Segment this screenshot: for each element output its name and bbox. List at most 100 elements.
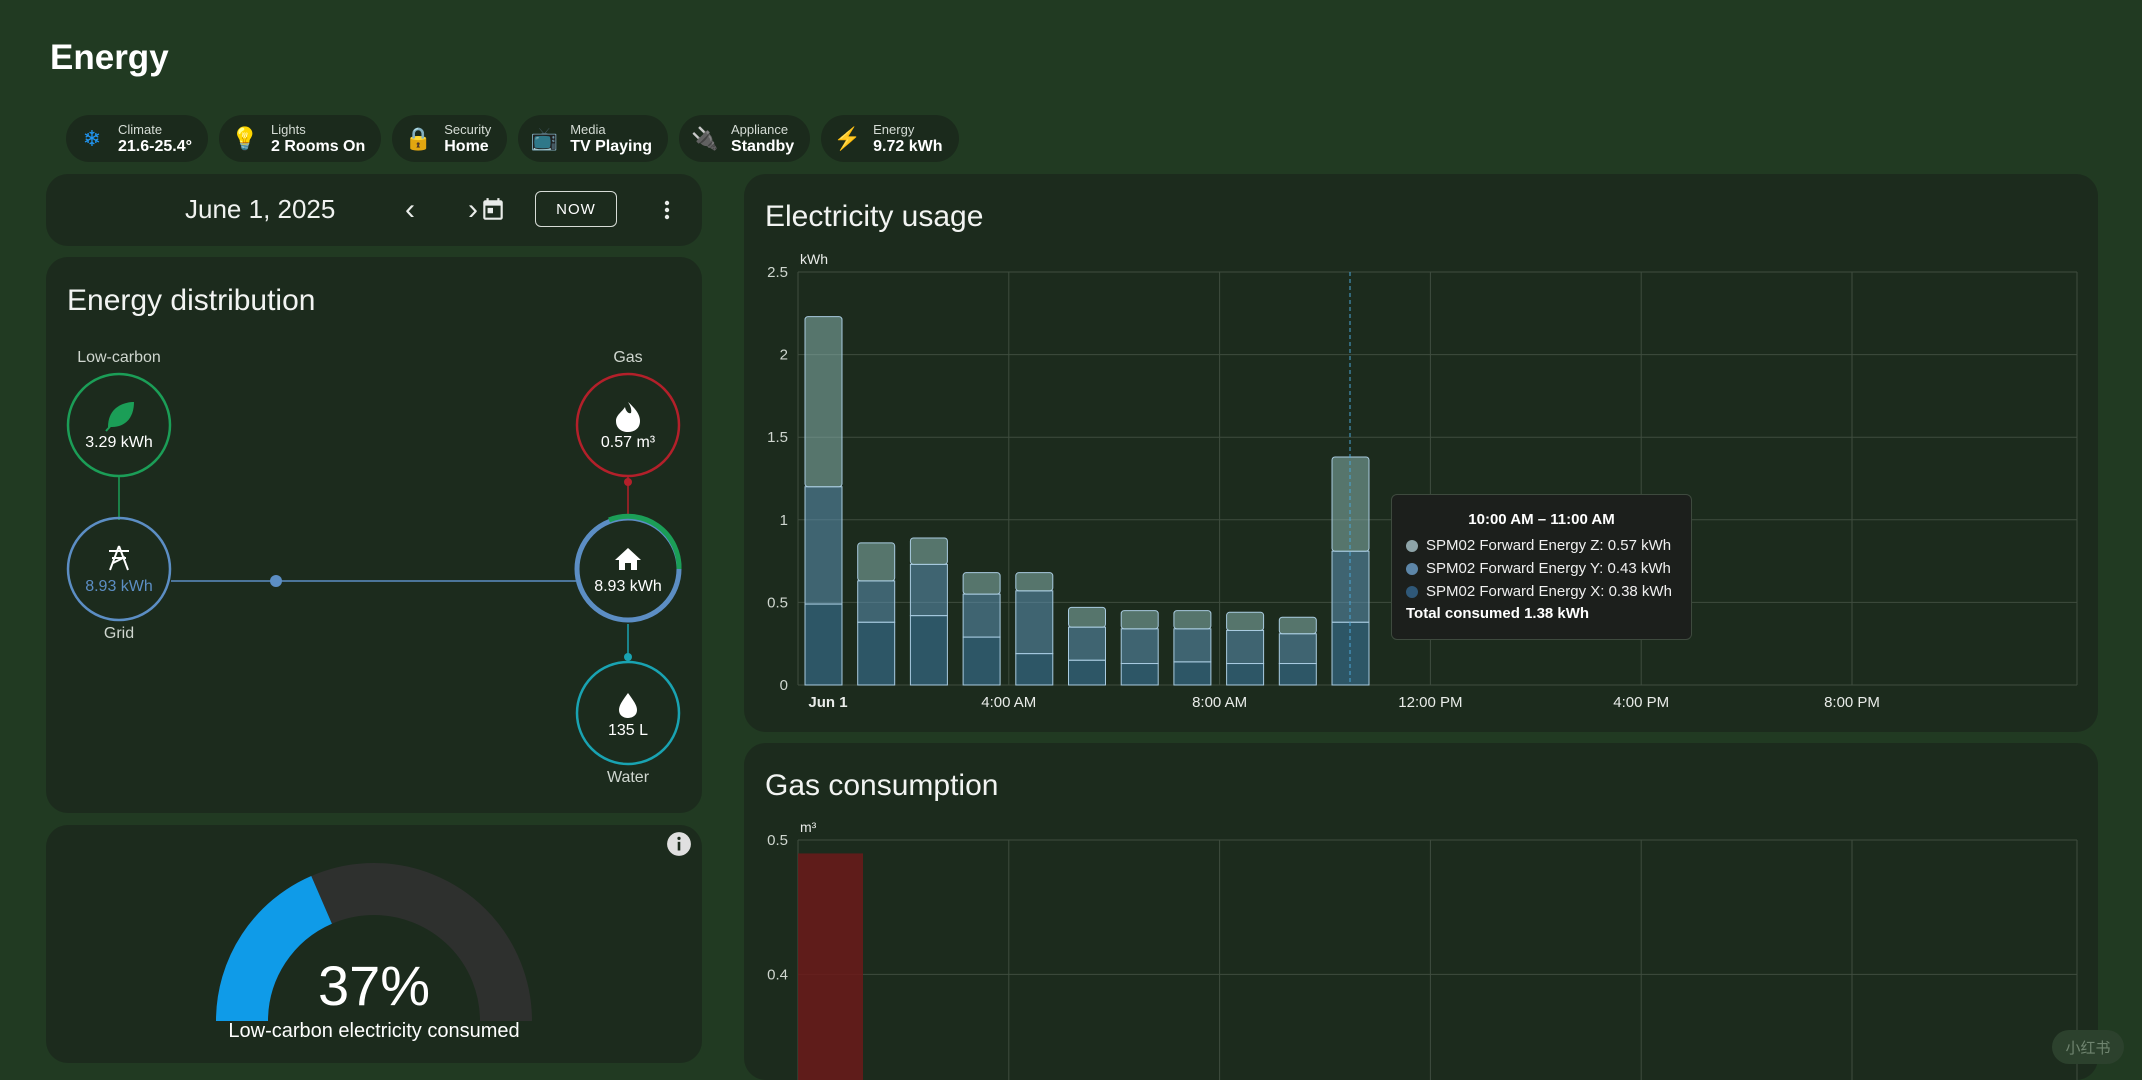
y-tick-label: 1.5 xyxy=(767,429,788,446)
bar-segment[interactable] xyxy=(1173,610,1212,630)
water-value: 135 L xyxy=(607,722,649,739)
status-chip-security[interactable]: 🔒 Security Home xyxy=(392,115,508,162)
status-chip-climate[interactable]: ❄ Climate 21.6-25.4° xyxy=(66,115,209,162)
watermark: 小红书 xyxy=(2052,1030,2124,1064)
y-tick-label: 0.4 xyxy=(767,966,788,983)
chart-tooltip: 10:00 AM – 11:00 AM SPM02 Forward Energy… xyxy=(1391,494,1692,640)
previous-day-button[interactable]: ‹ xyxy=(392,192,428,228)
bar-segment[interactable] xyxy=(1068,626,1106,661)
now-button[interactable]: NOW xyxy=(535,191,617,227)
bar-segment[interactable] xyxy=(1120,628,1159,665)
y-axis-unit: kWh xyxy=(800,251,828,267)
date-picker-bar: June 1, 2025 ‹ › NOW xyxy=(46,174,702,246)
bar-segment[interactable] xyxy=(1278,616,1317,635)
bar-segment[interactable] xyxy=(1173,661,1212,686)
more-options-button[interactable] xyxy=(649,192,685,228)
y-tick-label: 0.5 xyxy=(767,832,788,849)
low-carbon-gauge-card: 37% Low-carbon electricity consumed xyxy=(46,825,702,1063)
tooltip-row: SPM02 Forward Energy Z: 0.57 kWh xyxy=(1406,534,1677,557)
x-tick-label: 8:00 PM xyxy=(1824,694,1880,711)
gas-consumption-title: Gas consumption xyxy=(765,769,999,802)
x-tick-label: 4:00 AM xyxy=(981,694,1036,711)
chip-value: TV Playing xyxy=(570,137,653,155)
gauge-label: Low-carbon electricity consumed xyxy=(228,1020,520,1042)
y-tick-label: 0 xyxy=(780,677,788,694)
gas-node[interactable] xyxy=(575,372,681,478)
bar-segment[interactable] xyxy=(1278,663,1317,686)
bar-segment[interactable] xyxy=(909,563,948,617)
calendar-button[interactable] xyxy=(475,192,511,228)
calendar-icon xyxy=(483,198,503,220)
status-chip-media[interactable]: 📺 Media TV Playing xyxy=(518,115,669,162)
info-icon[interactable] xyxy=(666,831,692,857)
status-chip-appliance[interactable]: 🔌 Appliance Standby xyxy=(679,115,811,162)
tooltip-row-text: SPM02 Forward Energy X: 0.38 kWh xyxy=(1426,583,1672,600)
chip-label: Appliance xyxy=(731,121,789,137)
lock-icon: 🔒 xyxy=(404,125,432,151)
bar-segment[interactable] xyxy=(909,537,948,565)
electricity-usage-title: Electricity usage xyxy=(765,200,984,233)
bar-segment[interactable] xyxy=(1068,659,1106,686)
lightbulb-icon: 💡 xyxy=(231,125,259,151)
tooltip-title: 10:00 AM – 11:00 AM xyxy=(1468,511,1615,528)
low-carbon-label: Low-carbon xyxy=(77,349,161,366)
electricity-usage-chart[interactable]: 0 0.5 1 1.5 2 2.5 kWh Jun 1 4:00 AM 8:00 AM 12:00 … xyxy=(744,174,2098,732)
energy-flow-diagram xyxy=(66,372,682,766)
bar-segment[interactable] xyxy=(1015,572,1054,592)
bar-segment[interactable] xyxy=(1278,633,1317,665)
y-tick-label: 2 xyxy=(780,347,788,364)
bar-segment[interactable] xyxy=(857,621,896,686)
bar-segment[interactable] xyxy=(1120,663,1159,686)
chevron-left-icon: ‹ xyxy=(405,193,415,226)
chevron-right-icon: › xyxy=(468,193,478,226)
tooltip-row: SPM02 Forward Energy X: 0.38 kWh xyxy=(1406,580,1677,603)
bar-segment[interactable] xyxy=(804,316,843,488)
bar-segment[interactable] xyxy=(857,542,896,582)
bar-segment[interactable] xyxy=(1226,663,1265,686)
tooltip-row-text: SPM02 Forward Energy Y: 0.43 kWh xyxy=(1426,560,1671,577)
gas-bar[interactable] xyxy=(798,853,863,1080)
grid-label: Grid xyxy=(103,625,135,642)
gas-consumption-chart[interactable]: 0.30.40.5m³ xyxy=(744,743,2098,1080)
x-tick-label: 12:00 PM xyxy=(1398,694,1462,711)
home-value: 8.93 kWh xyxy=(594,578,662,595)
grid-node[interactable] xyxy=(66,516,172,622)
y-axis-unit: m³ xyxy=(800,819,817,835)
bar-segment[interactable] xyxy=(1068,606,1106,628)
y-tick-label: 2.5 xyxy=(767,264,788,281)
next-day-button[interactable]: › xyxy=(455,192,491,228)
chip-label: Security xyxy=(444,121,492,137)
chip-value: 2 Rooms On xyxy=(271,137,366,155)
chip-label: Energy xyxy=(873,121,915,137)
bar-segment[interactable] xyxy=(1173,628,1212,663)
series-x-dot xyxy=(1406,585,1418,598)
energy-distribution-title: Energy distribution xyxy=(67,284,316,317)
bar-segment[interactable] xyxy=(962,636,1001,686)
bar-segment[interactable] xyxy=(1120,610,1159,630)
x-tick-label: 8:00 AM xyxy=(1192,694,1247,711)
bar-segment[interactable] xyxy=(962,593,1001,638)
bar-segment[interactable] xyxy=(909,615,948,686)
bar-segment[interactable] xyxy=(1226,611,1265,631)
water-node[interactable] xyxy=(575,660,681,766)
bar-segment[interactable] xyxy=(1015,590,1054,655)
low-carbon-node[interactable] xyxy=(66,372,172,478)
page-title: Energy xyxy=(50,38,169,77)
chip-label: Climate xyxy=(118,121,163,137)
bar-segment[interactable] xyxy=(962,572,1001,595)
status-chip-lights[interactable]: 💡 Lights 2 Rooms On xyxy=(219,115,382,162)
date-label: June 1, 2025 xyxy=(185,194,336,224)
gas-consumption-card: Gas consumption 0.30.40.5m³ xyxy=(744,743,2098,1080)
bar-segment[interactable] xyxy=(804,603,843,686)
bar-segment[interactable] xyxy=(1226,629,1265,665)
low-carbon-value: 3.29 kWh xyxy=(85,434,153,451)
plug-icon: 🔌 xyxy=(691,125,719,151)
bar-segment[interactable] xyxy=(804,486,843,605)
bar-segment[interactable] xyxy=(857,580,896,623)
tooltip-row: SPM02 Forward Energy Y: 0.43 kWh xyxy=(1406,557,1677,580)
status-chip-energy[interactable]: ⚡ Energy 9.72 kWh xyxy=(821,115,959,162)
grid-value: 8.93 kWh xyxy=(85,578,153,595)
bar-segment[interactable] xyxy=(1015,653,1054,686)
dots-vertical-icon xyxy=(664,200,670,220)
leaf-icon xyxy=(105,402,134,432)
